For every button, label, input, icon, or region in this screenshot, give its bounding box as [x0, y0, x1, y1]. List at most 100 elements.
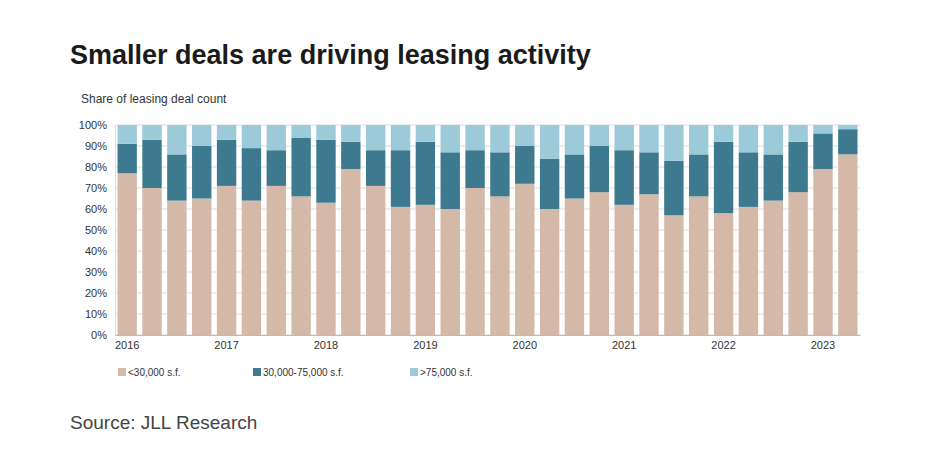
bar: [515, 184, 534, 335]
x-axis-line: [116, 335, 861, 336]
bar: [316, 140, 335, 203]
bar: [664, 161, 683, 216]
bar: [714, 142, 733, 213]
y-axis-line: [115, 126, 116, 336]
bar: [366, 150, 385, 186]
bar: [217, 125, 236, 140]
bar: [614, 150, 633, 205]
bar: [316, 203, 335, 335]
x-tick: 2021: [612, 339, 636, 351]
x-tick: 2022: [711, 339, 735, 351]
y-tick: 90%: [85, 140, 115, 152]
legend-label: >75,000 s.f.: [420, 367, 473, 378]
x-tick-label: 2016: [115, 339, 139, 351]
bar: [242, 125, 261, 148]
grid: [115, 125, 860, 335]
bar: [391, 125, 410, 150]
bar: [714, 213, 733, 335]
bar: [590, 146, 609, 192]
bar: [515, 146, 534, 184]
bar: [565, 199, 584, 336]
y-tick-label: 90%: [85, 140, 107, 152]
bar: [416, 125, 435, 142]
bar: [242, 148, 261, 201]
y-tick-label: 60%: [85, 203, 107, 215]
legend-item: 30,000-75,000 s.f.: [253, 367, 344, 378]
bar: [664, 215, 683, 335]
bar: [267, 150, 286, 186]
bar: [813, 125, 832, 133]
y-tick: 30%: [85, 266, 115, 278]
bar: [441, 209, 460, 335]
bar: [714, 125, 733, 142]
bar: [689, 154, 708, 196]
x-tick-label: 2021: [612, 339, 636, 351]
y-tick: 80%: [85, 161, 115, 173]
y-tick-label: 0%: [91, 329, 107, 341]
x-tick-label: 2023: [811, 339, 835, 351]
chart: Smaller deals are driving leasing activi…: [0, 0, 943, 454]
x-tick: 2019: [413, 339, 437, 351]
bar: [117, 125, 136, 144]
bar: [590, 192, 609, 335]
bar: [689, 125, 708, 154]
bar: [788, 142, 807, 192]
bar: [167, 154, 186, 200]
bar: [142, 140, 161, 188]
bar: [441, 125, 460, 152]
bar: [764, 154, 783, 200]
bar: [465, 188, 484, 335]
bar: [291, 196, 310, 335]
y-tick-label: 30%: [85, 266, 107, 278]
bar: [416, 142, 435, 205]
bar: [788, 192, 807, 335]
bar: [540, 159, 559, 209]
x-tick-label: 2022: [711, 339, 735, 351]
y-tick-label: 70%: [85, 182, 107, 194]
bar: [813, 133, 832, 169]
x-tick: 2016: [115, 339, 139, 351]
bar: [441, 152, 460, 209]
bar: [614, 125, 633, 150]
bar: [490, 125, 509, 152]
bar: [788, 125, 807, 142]
bar: [838, 125, 857, 129]
y-tick: 40%: [85, 245, 115, 257]
legend-swatch: [118, 368, 126, 376]
x-tick-label: 2017: [214, 339, 238, 351]
y-tick-label: 20%: [85, 287, 107, 299]
y-tick: 20%: [85, 287, 115, 299]
bar: [639, 152, 658, 194]
bar: [764, 125, 783, 154]
bar: [291, 138, 310, 197]
x-tick: 2023: [811, 339, 835, 351]
bar: [764, 201, 783, 335]
bar: [739, 152, 758, 207]
bar: [267, 186, 286, 335]
y-tick-label: 40%: [85, 245, 107, 257]
series-2: [117, 125, 857, 161]
bar: [565, 154, 584, 198]
y-axis: 0%10%20%30%40%50%60%70%80%90%100%: [79, 119, 116, 341]
bar: [614, 205, 633, 335]
bar: [490, 196, 509, 335]
x-axis: 20162017201820192020202120222023: [115, 336, 861, 351]
bar: [291, 125, 310, 138]
x-tick: 2020: [513, 339, 537, 351]
bar: [316, 125, 335, 140]
bar: [540, 209, 559, 335]
x-tick-label: 2019: [413, 339, 437, 351]
y-tick-label: 10%: [85, 308, 107, 320]
legend-item: <30,000 s.f.: [118, 367, 181, 378]
bar: [117, 173, 136, 335]
bar: [540, 125, 559, 159]
bar: [490, 152, 509, 196]
bar: [838, 129, 857, 154]
legend-swatch: [410, 368, 418, 376]
title: Smaller deals are driving leasing activi…: [70, 40, 591, 70]
bar: [366, 186, 385, 335]
bar: [639, 194, 658, 335]
x-tick-label: 2020: [513, 339, 537, 351]
bar: [391, 207, 410, 335]
bar: [416, 205, 435, 335]
